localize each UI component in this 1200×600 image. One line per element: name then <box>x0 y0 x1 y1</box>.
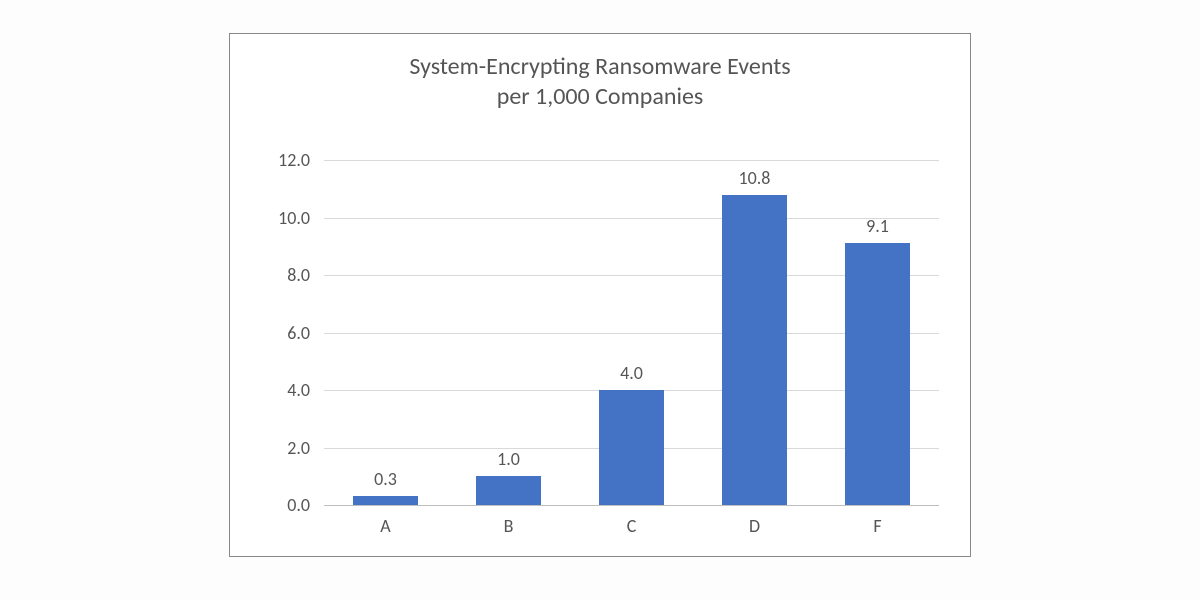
bar: 10.8 <box>722 195 787 506</box>
chart-title-line2: per 1,000 Companies <box>230 82 970 112</box>
x-tick-label: F <box>873 505 881 537</box>
x-tick-label: C <box>627 505 637 537</box>
bar: 4.0 <box>599 390 664 505</box>
y-tick-label: 4.0 <box>287 379 324 401</box>
bar-value-label: 10.8 <box>722 167 787 195</box>
y-tick-label: 8.0 <box>287 264 324 286</box>
x-tick-label: D <box>749 505 760 537</box>
bar-value-label: 4.0 <box>599 362 664 390</box>
bar: 0.3 <box>353 496 418 505</box>
chart-title: System-Encrypting Ransomware Events per … <box>230 52 970 112</box>
x-tick-label: A <box>380 505 390 537</box>
y-tick-label: 0.0 <box>287 494 324 516</box>
y-tick-label: 6.0 <box>287 322 324 344</box>
chart-title-line1: System-Encrypting Ransomware Events <box>230 52 970 82</box>
bar-value-label: 9.1 <box>845 215 910 243</box>
bar-value-label: 1.0 <box>476 448 541 476</box>
chart-frame: System-Encrypting Ransomware Events per … <box>229 33 971 557</box>
y-tick-label: 2.0 <box>287 437 324 459</box>
gridline <box>324 160 939 161</box>
bar-value-label: 0.3 <box>353 468 418 496</box>
bar: 9.1 <box>845 243 910 505</box>
bar: 1.0 <box>476 476 541 505</box>
y-tick-label: 12.0 <box>278 149 324 171</box>
y-tick-label: 10.0 <box>278 207 324 229</box>
plot-area: 0.02.04.06.08.010.012.00.3A1.0B4.0C10.8D… <box>324 160 939 505</box>
x-tick-label: B <box>504 505 514 537</box>
